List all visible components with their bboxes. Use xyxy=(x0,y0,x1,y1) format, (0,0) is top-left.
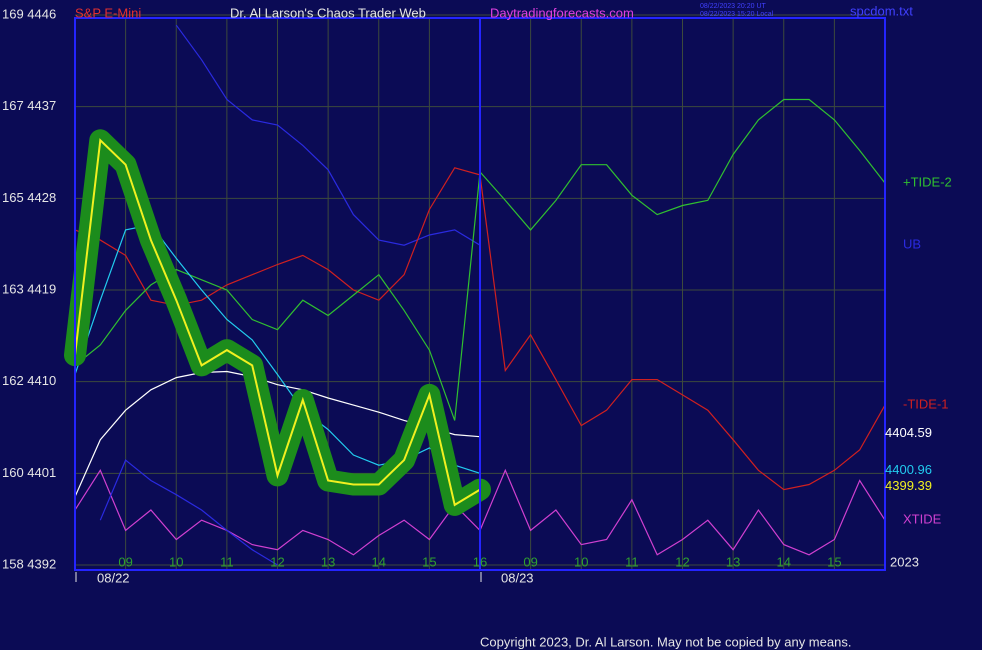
series-label: -TIDE-1 xyxy=(903,397,949,412)
series-label: XTIDE xyxy=(903,512,942,527)
date-label: 08/22 xyxy=(97,570,130,585)
x-tick-label: 13 xyxy=(726,554,740,569)
x-tick-label: 12 xyxy=(675,554,689,569)
x-tick-label: 09 xyxy=(118,554,132,569)
year: 2023 xyxy=(890,554,919,569)
x-tick-label: 15 xyxy=(827,554,841,569)
y-tick-label: 167 4437 xyxy=(2,98,56,113)
series-label: UB xyxy=(903,237,921,252)
copyright: Copyright 2023, Dr. Al Larson. May not b… xyxy=(480,634,851,649)
x-tick-label: 14 xyxy=(372,554,386,569)
file-name: spcdom.txt xyxy=(850,3,913,18)
end-value-label: 4399.39 xyxy=(885,478,932,493)
timestamp: 08/22/2023 15:20 Local xyxy=(700,11,774,18)
series-label: +TIDE-2 xyxy=(903,174,952,189)
y-tick-label: 169 4446 xyxy=(2,6,56,21)
x-tick-label: 11 xyxy=(625,554,639,569)
series-line xyxy=(74,138,481,507)
y-tick-label: 162 4410 xyxy=(2,373,56,388)
x-tick-label: 15 xyxy=(422,554,436,569)
y-tick-label: 160 4401 xyxy=(2,465,56,480)
x-tick-label: 12 xyxy=(270,554,284,569)
site: Daytradingforecasts.com xyxy=(490,5,634,20)
x-tick-label: 16 xyxy=(473,554,487,569)
instrument: S&P E-Mini xyxy=(75,5,141,20)
end-value-label: 4404.59 xyxy=(885,425,932,440)
y-tick-label: 158 4392 xyxy=(2,556,56,571)
series-line xyxy=(99,459,278,566)
y-tick-label: 165 4428 xyxy=(2,190,56,205)
series-line xyxy=(175,24,481,246)
y-tick-label: 163 4419 xyxy=(2,281,56,296)
end-value-label: 4400.96 xyxy=(885,462,932,477)
x-tick-label: 09 xyxy=(523,554,537,569)
x-tick-label: 14 xyxy=(777,554,791,569)
date-label: 08/23 xyxy=(501,570,534,585)
x-tick-label: 10 xyxy=(574,554,588,569)
chart-title: Dr. Al Larson's Chaos Trader Web xyxy=(230,5,426,20)
x-tick-label: 13 xyxy=(321,554,335,569)
timestamp: 08/22/2023 20:20 UT xyxy=(700,3,766,10)
x-tick-label: 10 xyxy=(169,554,183,569)
x-tick-label: 11 xyxy=(220,554,234,569)
